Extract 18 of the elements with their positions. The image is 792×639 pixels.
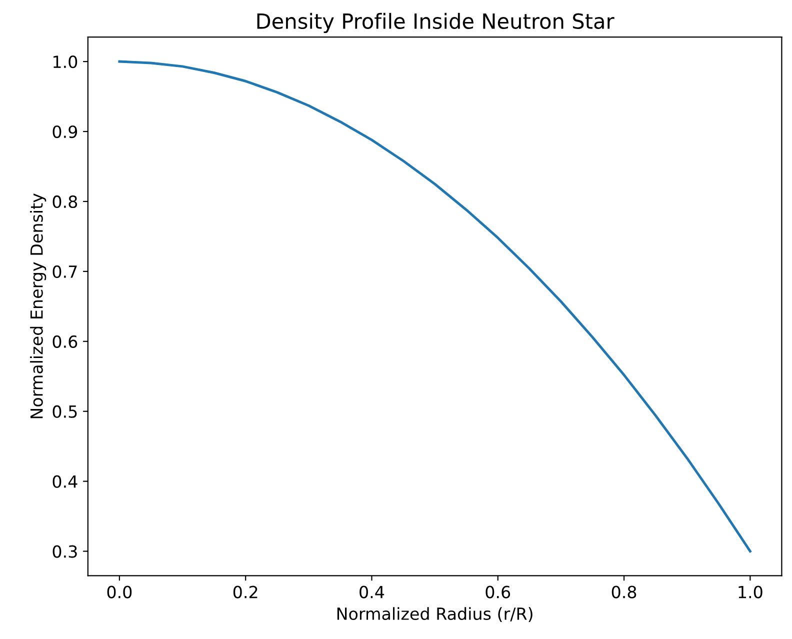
y-tick-label: 0.4 xyxy=(52,475,78,488)
x-tick-label: 0.0 xyxy=(107,586,132,598)
x-tick-label: 0.8 xyxy=(612,586,636,598)
y-tick-label: 0.7 xyxy=(52,265,77,278)
y-axis-title: Normalized Energy Density xyxy=(30,193,46,418)
x-tick-label: 0.4 xyxy=(360,586,384,598)
line-series xyxy=(118,60,752,553)
x-tick-label: 0.2 xyxy=(233,586,258,598)
y-tick-label: 0.9 xyxy=(52,125,78,138)
chart-title: Density Profile Inside Neutron Star xyxy=(257,12,614,34)
y-tick-label: 0.3 xyxy=(52,545,77,558)
y-tick-label: 0.5 xyxy=(52,405,77,418)
y-tick-label: 1.0 xyxy=(54,56,78,68)
x-tick-label: 1.0 xyxy=(738,586,762,598)
x-axis-title: Normalized Radius (r/R) xyxy=(337,607,532,622)
x-tick-label: 0.6 xyxy=(486,586,510,598)
y-tick-label: 0.6 xyxy=(52,335,78,348)
y-tick-label: 0.8 xyxy=(52,195,78,208)
